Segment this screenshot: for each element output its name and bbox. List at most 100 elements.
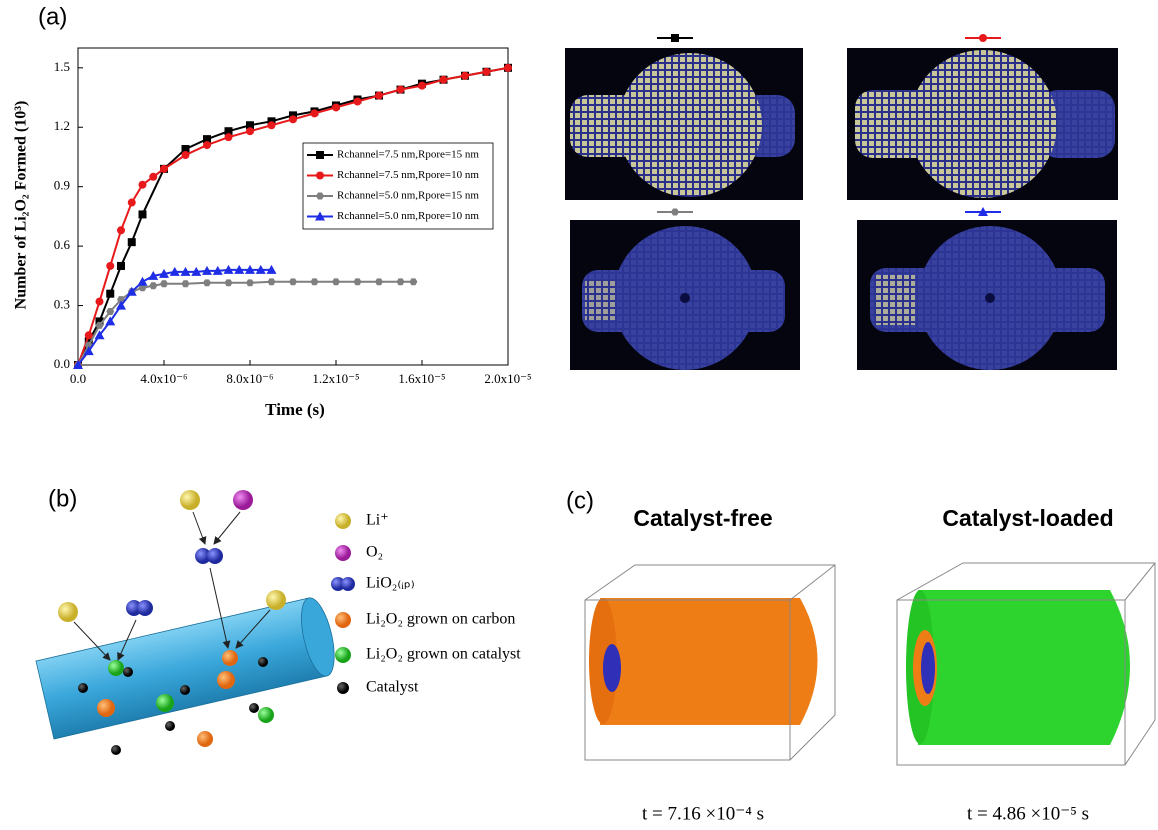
point <box>203 279 211 287</box>
point <box>117 261 125 270</box>
fiber-diagram <box>35 490 335 755</box>
legend-label: O₂ <box>366 544 383 561</box>
panel-label: (c) <box>566 487 594 514</box>
point <box>353 97 362 106</box>
snapshot-keys <box>657 34 1001 216</box>
point <box>126 286 137 296</box>
point <box>95 297 104 306</box>
point <box>84 331 93 340</box>
legend-label: LiO₂₍ᵢₚ₎ <box>366 575 415 592</box>
point <box>117 226 125 235</box>
point <box>95 317 104 326</box>
point <box>212 265 223 275</box>
point <box>203 135 211 144</box>
x-tick-label: 1.6x10⁻⁵ <box>398 371 445 386</box>
legend-label: Li⁺ <box>366 512 389 529</box>
point <box>94 330 105 340</box>
y-tick-label: 1.2 <box>54 118 70 133</box>
point <box>245 264 255 274</box>
legend-icon <box>335 513 351 529</box>
point <box>224 133 233 142</box>
point <box>461 71 469 80</box>
legend-icon <box>341 577 355 591</box>
point <box>482 67 491 76</box>
point <box>137 276 148 286</box>
plot-frame <box>77 47 509 366</box>
snapshot-title: Catalyst-free <box>633 505 772 531</box>
y-tick-label: 0.0 <box>54 356 70 371</box>
point <box>316 171 324 180</box>
legend-icon <box>335 545 351 561</box>
point <box>202 265 212 275</box>
point <box>289 278 297 286</box>
point <box>148 270 159 280</box>
point <box>73 360 83 369</box>
x-axis-title: Time (s) <box>265 400 325 419</box>
y-axis-title: Number of Li₂O₂ Formed (10³) <box>13 101 30 310</box>
point <box>203 141 211 150</box>
point <box>106 308 115 315</box>
point <box>160 164 168 173</box>
y-tick-label: 0.3 <box>54 297 70 312</box>
point <box>181 145 190 154</box>
point <box>316 192 324 200</box>
point <box>671 34 679 42</box>
point <box>105 316 116 326</box>
point <box>418 81 426 90</box>
point <box>116 300 126 310</box>
point <box>224 127 233 136</box>
x-tick-label: 2.0x10⁻⁵ <box>484 371 531 386</box>
point <box>127 238 136 247</box>
y-tick-label: 1.5 <box>54 59 70 74</box>
point <box>409 278 418 286</box>
snapshot-title: Catalyst-loaded <box>942 505 1113 531</box>
point <box>234 264 245 274</box>
snapshots <box>565 48 1118 370</box>
point <box>95 321 104 329</box>
point <box>316 151 324 159</box>
point <box>246 127 254 136</box>
point <box>439 75 448 84</box>
point <box>255 264 266 274</box>
legend-icon <box>335 647 351 663</box>
panel-label: (a) <box>38 3 67 30</box>
legend-label: Rchannel=5.0 nm,Rpore=15 nm <box>337 190 479 202</box>
point <box>246 121 254 130</box>
point <box>149 172 158 181</box>
legend-box <box>302 142 494 230</box>
point <box>671 208 679 216</box>
point <box>223 264 234 274</box>
point <box>375 278 383 286</box>
point <box>138 180 147 189</box>
time-caption: t = 7.16 ×10⁻⁴ s <box>642 803 764 824</box>
y-tick-label: 0.9 <box>54 178 70 193</box>
legend-label: Catalyst <box>366 679 419 696</box>
legend-label: Li₂O₂ grown on carbon <box>366 611 515 628</box>
point <box>160 280 168 288</box>
time-caption: t = 4.86 ×10⁻⁵ s <box>967 803 1089 824</box>
legend-icon <box>331 577 345 591</box>
point <box>310 278 319 286</box>
point <box>504 63 512 72</box>
point <box>138 210 147 219</box>
point <box>180 266 191 276</box>
legend-label: Li₂O₂ grown on catalyst <box>366 646 521 663</box>
point <box>246 279 254 287</box>
legend-label: Rchannel=5.0 nm,Rpore=10 nm <box>337 210 479 222</box>
point <box>159 268 169 278</box>
plot: 0.0 4.0x10⁻⁶ 8.0x10⁻⁶ 1.2x10⁻⁵ 1.6x10⁻⁵ 2.0x1… <box>54 47 532 386</box>
point <box>149 282 158 290</box>
point <box>267 278 276 286</box>
legend-label: Rchannel=7.5 nm,Rpore=10 nm <box>337 169 479 181</box>
point <box>979 34 987 42</box>
legend-icon <box>337 682 349 694</box>
point <box>266 264 277 274</box>
point <box>310 109 319 118</box>
point <box>375 91 383 100</box>
point <box>353 278 362 286</box>
point <box>191 266 202 276</box>
point <box>127 198 136 207</box>
point <box>332 103 340 112</box>
point <box>169 266 180 276</box>
